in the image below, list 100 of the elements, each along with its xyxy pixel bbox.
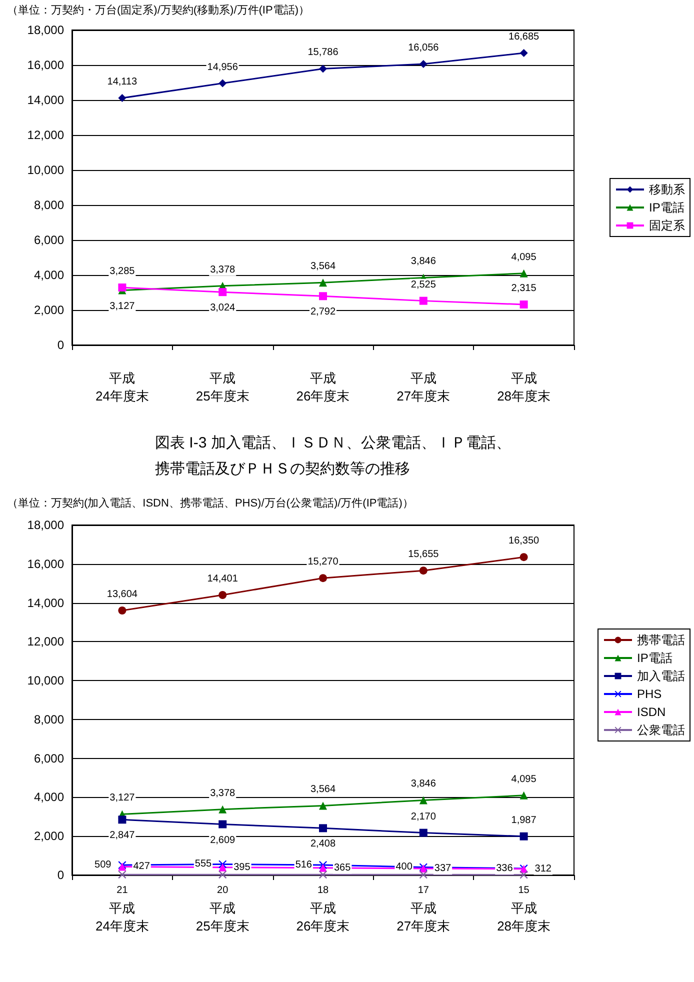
data-label: 4,095 — [511, 252, 537, 263]
y-tick-label: 8,000 — [34, 712, 64, 726]
data-label: 395 — [234, 862, 251, 873]
legend-label: IP電話 — [637, 651, 672, 665]
point — [218, 870, 227, 879]
y-tick-label: 14,000 — [27, 93, 64, 107]
x-tick-label: 平成 28年度末 — [497, 370, 551, 404]
y-tick-label: 12,000 — [27, 128, 64, 142]
point — [118, 870, 126, 879]
data-label: 14,956 — [207, 62, 238, 73]
y-tick-label: 10,000 — [27, 674, 64, 688]
data-label: 16,685 — [508, 32, 540, 43]
data-label: 365 — [334, 862, 352, 874]
data-label: 427 — [133, 861, 150, 872]
data-label: 336 — [496, 862, 514, 874]
point — [419, 796, 428, 804]
point — [118, 284, 126, 292]
data-label: 3,846 — [410, 778, 436, 790]
data-label: 14,401 — [207, 573, 238, 584]
point — [218, 863, 227, 872]
data-label: 21 — [116, 885, 128, 896]
data-label: 15 — [518, 885, 530, 896]
legend-label: 加入電話 — [637, 669, 685, 683]
data-label: 555 — [194, 858, 212, 870]
x-tick-label: 平成 27年度末 — [396, 900, 450, 934]
data-label: 3,127 — [110, 300, 136, 312]
y-tick-label: 2,000 — [34, 829, 64, 844]
x-tick-label: 平成 25年度末 — [196, 900, 250, 934]
y-tick-label: 16,000 — [27, 556, 64, 571]
x-tick-label: 平成 28年度末 — [497, 900, 551, 934]
data-label: 4,095 — [511, 774, 537, 785]
legend-label: 公衆電話 — [637, 723, 685, 737]
point — [520, 49, 528, 58]
data-label: 400 — [396, 862, 413, 873]
x-tick-label: 平成 24年度末 — [95, 900, 149, 934]
point — [118, 816, 126, 824]
data-label: 16,350 — [508, 536, 540, 547]
x-tick-label: 平成 26年度末 — [296, 370, 350, 404]
data-label: 18 — [317, 885, 329, 896]
point — [520, 791, 528, 800]
chart-subtitle: （単位：万契約(加入電話、ISDN、携帯電話、PHS)/万台(公衆電話)/万件(IP電話)） — [7, 496, 414, 510]
point — [218, 288, 227, 296]
point — [520, 553, 528, 562]
legend-label: PHS — [637, 687, 662, 701]
point — [520, 300, 528, 308]
data-label: 2,315 — [511, 282, 537, 294]
data-label: 17 — [418, 885, 430, 896]
point — [218, 79, 227, 88]
data-label: 2,847 — [110, 830, 136, 842]
y-tick-label: 12,000 — [27, 634, 64, 649]
point — [520, 870, 528, 879]
y-tick-label: 10,000 — [27, 163, 64, 177]
y-tick-label: 0 — [57, 338, 64, 352]
data-label: 337 — [434, 862, 452, 874]
data-label: 2,609 — [210, 834, 236, 846]
point — [419, 60, 428, 68]
point — [520, 832, 528, 840]
point — [319, 64, 327, 73]
data-label: 2,525 — [410, 279, 436, 290]
legend-label: 移動系 — [649, 182, 685, 196]
chart-title: 図表 I-3 加入電話、ＩＳＤＮ、公衆電話、ＩＰ電話、携帯電話及びＰＨＳの契約数等の推移 — [155, 434, 511, 478]
point — [520, 269, 528, 278]
legend-label: ISDN — [637, 705, 666, 719]
y-tick-label: 6,000 — [34, 233, 64, 247]
x-tick-label: 平成 24年度末 — [95, 370, 149, 404]
data-label: 3,846 — [410, 256, 436, 268]
x-tick-label: 平成 27年度末 — [396, 370, 450, 404]
y-tick-label: 8,000 — [34, 198, 64, 212]
point — [419, 296, 428, 305]
y-tick-label: 14,000 — [27, 596, 64, 610]
y-tick-label: 6,000 — [34, 751, 64, 766]
point — [419, 566, 428, 575]
x-tick-label: 平成 26年度末 — [296, 900, 350, 934]
y-tick-label: 0 — [57, 868, 64, 882]
y-tick-label: 4,000 — [34, 790, 64, 804]
data-label: 3,127 — [110, 792, 136, 804]
point — [319, 574, 327, 582]
point — [118, 94, 126, 102]
y-tick-label: 16,000 — [27, 58, 64, 72]
data-label: 3,564 — [310, 784, 336, 796]
data-label: 14,113 — [107, 76, 138, 88]
data-label: 3,378 — [210, 264, 236, 276]
data-label: 3,564 — [310, 261, 336, 272]
point — [419, 828, 428, 837]
legend-label: IP電話 — [649, 200, 684, 214]
y-tick-label: 18,000 — [27, 518, 64, 532]
x-tick-label: 平成 25年度末 — [196, 370, 250, 404]
data-label: 509 — [94, 860, 112, 871]
data-label: 3,285 — [110, 266, 136, 278]
data-label: 15,786 — [308, 47, 339, 58]
point — [218, 805, 227, 814]
data-label: 2,792 — [310, 306, 336, 318]
data-label: 3,024 — [210, 302, 236, 314]
data-label: 15,270 — [308, 556, 339, 568]
data-label: 20 — [217, 885, 229, 896]
point — [419, 870, 428, 879]
y-tick-label: 18,000 — [27, 23, 64, 37]
data-label: 13,604 — [106, 588, 138, 600]
data-label: 1,987 — [511, 814, 537, 826]
data-label: 16,056 — [408, 42, 440, 54]
